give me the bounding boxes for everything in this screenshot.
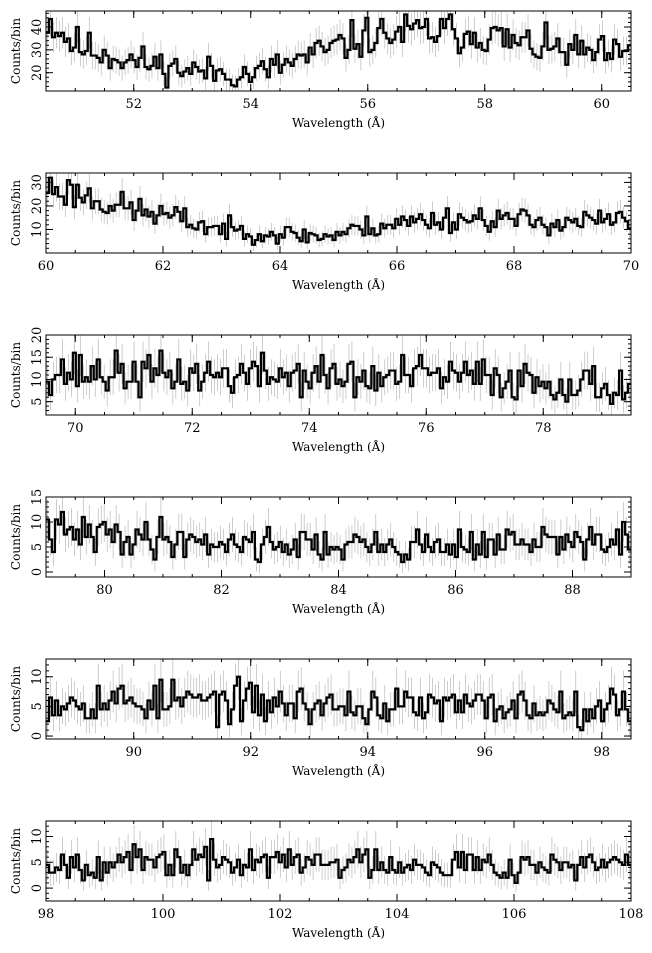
- x-tick-label: 70: [623, 259, 640, 274]
- x-tick-label: 64: [272, 259, 289, 274]
- x-axis-label: Wavelength (Å): [292, 925, 385, 940]
- x-tick-label: 78: [535, 421, 552, 436]
- y-tick-label: 5: [30, 858, 45, 866]
- y-tick-label: 5: [30, 543, 45, 551]
- y-tick-label: 20: [30, 64, 45, 81]
- y-tick-label: 30: [30, 42, 45, 59]
- y-tick-label: 10: [30, 221, 45, 238]
- y-tick-label: 15: [30, 489, 45, 506]
- y-axis-label: Counts/bin: [9, 666, 23, 732]
- x-tick-label: 60: [38, 259, 55, 274]
- y-axis-label: Counts/bin: [9, 504, 23, 570]
- x-tick-label: 98: [593, 745, 610, 760]
- x-tick-label: 52: [125, 97, 142, 112]
- x-tick-label: 108: [619, 907, 644, 922]
- x-tick-label: 102: [268, 907, 293, 922]
- x-tick-label: 88: [564, 583, 581, 598]
- y-tick-label: 10: [30, 669, 45, 686]
- x-tick-label: 70: [67, 421, 84, 436]
- y-axis-label: Counts/bin: [9, 342, 23, 408]
- x-axis-label: Wavelength (Å): [292, 115, 385, 130]
- spectrum-histogram-line: [46, 675, 631, 732]
- x-axis-label: Wavelength (Å): [292, 277, 385, 292]
- x-tick-label: 94: [359, 745, 376, 760]
- y-tick-label: 0: [30, 884, 45, 892]
- y-tick-label: 0: [30, 568, 45, 576]
- spectrum-panel-2: 60 62 64 66 68 70 10 20 30 Wavelength (Å) Counts/b…: [9, 172, 640, 292]
- spectrum-panel-5: 90 92 94 96 98 0 5 10 Wavelength (Å) Counts/bin: [9, 658, 632, 778]
- spectrum-histogram-line: [46, 510, 631, 564]
- x-axis-label: Wavelength (Å): [292, 763, 385, 778]
- error-bars: [47, 659, 630, 739]
- y-tick-label: 10: [30, 371, 45, 388]
- y-tick-label: 20: [30, 198, 45, 215]
- x-tick-label: 54: [242, 97, 259, 112]
- x-tick-label: 84: [330, 583, 347, 598]
- x-tick-label: 74: [301, 421, 318, 436]
- y-tick-label: 10: [30, 514, 45, 531]
- x-axis-label: Wavelength (Å): [292, 601, 385, 616]
- x-axis-label: Wavelength (Å): [292, 439, 385, 454]
- x-tick-label: 62: [155, 259, 172, 274]
- x-tick-label: 96: [476, 745, 493, 760]
- x-tick-label: 106: [502, 907, 527, 922]
- spectrum-histogram-line: [46, 349, 631, 405]
- spectrum-panel-3: 70 72 74 76 78 5 10 15 20 Wavelength (Å) Counts/bi…: [9, 327, 632, 454]
- y-axis-label: Counts/bin: [9, 180, 23, 246]
- spectrum-panel-4: 80 82 84 86 88 0 5 10 15 Wavelength (Å) Counts/bin: [9, 489, 632, 616]
- x-tick-label: 82: [213, 583, 230, 598]
- x-tick-label: 90: [125, 745, 142, 760]
- spectrum-panel-1: 52 54 56 58 60 20 30 40 Wavelength (Å) Counts/bin: [9, 10, 632, 130]
- x-tick-label: 66: [389, 259, 406, 274]
- x-tick-label: 98: [38, 907, 55, 922]
- x-tick-label: 86: [447, 583, 464, 598]
- x-tick-label: 58: [476, 97, 493, 112]
- y-axis-label: Counts/bin: [9, 828, 23, 894]
- x-tick-label: 60: [593, 97, 610, 112]
- y-tick-label: 20: [30, 327, 45, 344]
- y-tick-label: 40: [30, 19, 45, 36]
- y-tick-label: 10: [30, 828, 45, 845]
- spectrum-histogram-line: [46, 176, 631, 246]
- spectrum-panel-6: 98 100 102 104 106 108 0 5 10 Wavelength (Å) Count…: [9, 820, 644, 940]
- x-tick-label: 76: [418, 421, 435, 436]
- x-tick-label: 80: [96, 583, 113, 598]
- spectrum-histogram-line: [46, 837, 631, 885]
- spectrum-histogram-line: [46, 13, 631, 89]
- y-tick-label: 5: [30, 398, 45, 406]
- x-tick-label: 104: [385, 907, 410, 922]
- x-tick-label: 68: [506, 259, 523, 274]
- y-axis-label: Counts/bin: [9, 18, 23, 84]
- y-tick-label: 5: [30, 702, 45, 710]
- y-tick-label: 15: [30, 349, 45, 366]
- y-tick-label: 30: [30, 174, 45, 191]
- y-tick-label: 0: [30, 732, 45, 740]
- x-tick-label: 72: [184, 421, 201, 436]
- x-tick-label: 92: [242, 745, 259, 760]
- x-tick-label: 100: [151, 907, 176, 922]
- x-tick-label: 56: [359, 97, 376, 112]
